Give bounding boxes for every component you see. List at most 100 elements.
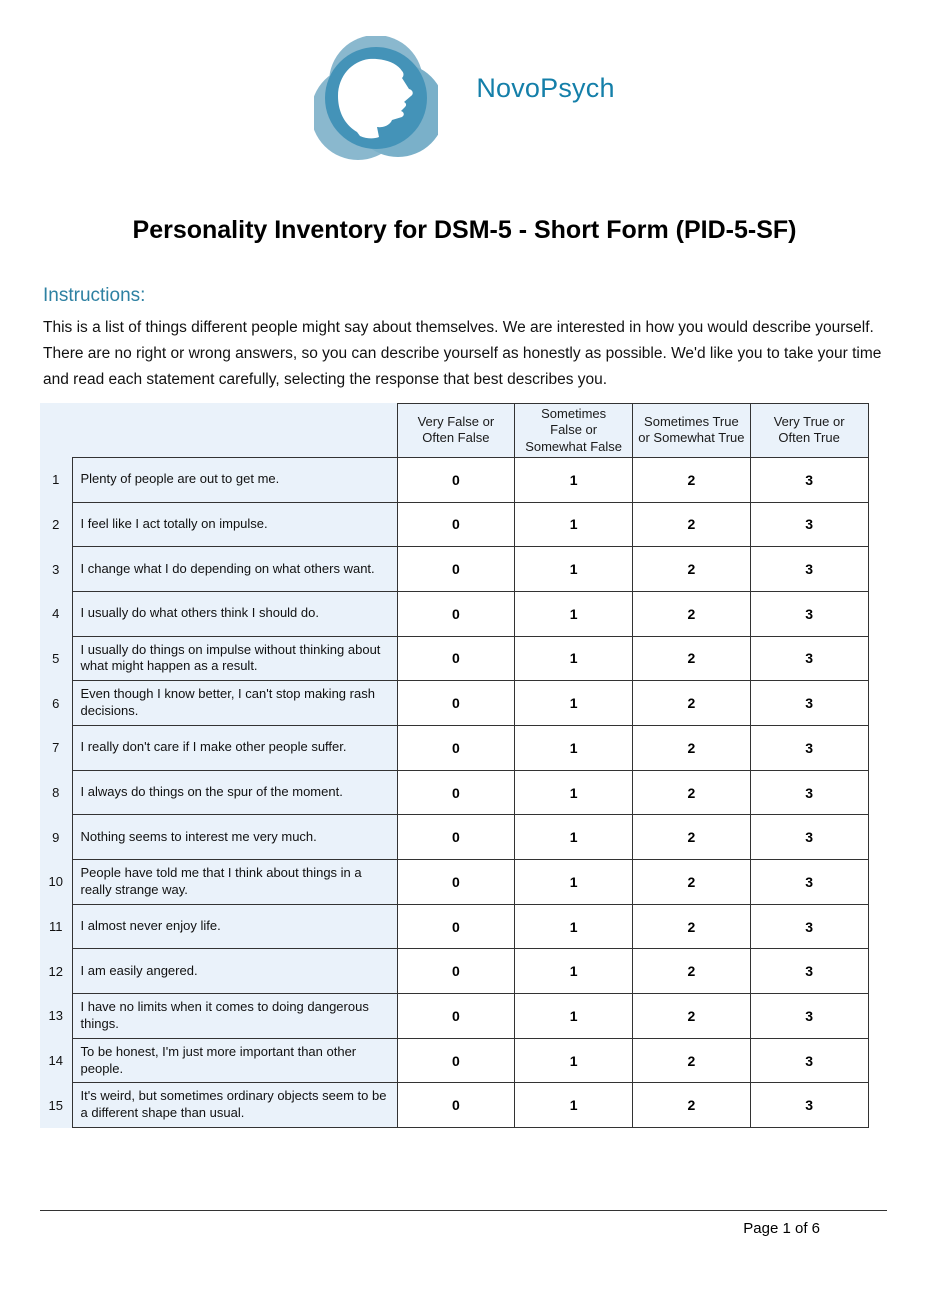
answer-cell-1[interactable]: 1: [514, 501, 633, 548]
question-text: I change what I do depending on what oth…: [71, 546, 398, 592]
question-number: 14: [48, 1053, 63, 1069]
answer-cell-2[interactable]: 2: [632, 948, 751, 995]
table-row: 2 I feel like I act totally on impulse. …: [40, 501, 869, 548]
column-header-sometimes-false: Sometimes False or Somewhat False: [514, 403, 633, 458]
answer-cell-3[interactable]: 3: [749, 993, 869, 1039]
question-number: 11: [49, 919, 63, 935]
table-row: 3 I change what I do depending on what o…: [40, 546, 869, 592]
answer-cell-2[interactable]: 2: [632, 546, 751, 592]
answer-cell-1[interactable]: 1: [514, 814, 633, 861]
answer-cell-1[interactable]: 1: [514, 680, 633, 726]
question-text: People have told me that I think about t…: [71, 859, 398, 905]
answer-cell-0[interactable]: 0: [396, 456, 516, 503]
answer-cell-3[interactable]: 3: [749, 680, 869, 726]
answer-cell-1[interactable]: 1: [514, 769, 633, 816]
answer-cell-1[interactable]: 1: [514, 993, 633, 1039]
answer-cell-2[interactable]: 2: [632, 590, 751, 637]
answer-cell-2[interactable]: 2: [632, 635, 751, 682]
question-number: 7: [52, 740, 60, 756]
answer-cell-1[interactable]: 1: [514, 724, 633, 771]
answer-cell-0[interactable]: 0: [396, 635, 516, 682]
answer-cell-3[interactable]: 3: [749, 724, 869, 771]
question-text: To be honest, I'm just more important th…: [71, 1037, 398, 1084]
question-number: 13: [48, 1008, 63, 1024]
answer-cell-0[interactable]: 0: [396, 903, 516, 950]
novopsych-logo-icon: [314, 36, 439, 160]
answer-cell-0[interactable]: 0: [396, 501, 516, 548]
answer-cell-0[interactable]: 0: [396, 993, 516, 1039]
answer-cell-2[interactable]: 2: [632, 859, 751, 905]
answer-cell-0[interactable]: 0: [396, 814, 516, 861]
question-number: 1: [52, 472, 60, 488]
answer-cell-1[interactable]: 1: [514, 546, 633, 592]
question-text: I almost never enjoy life.: [71, 903, 398, 950]
answer-cell-0[interactable]: 0: [396, 680, 516, 726]
question-number: 4: [52, 606, 60, 622]
answer-cell-2[interactable]: 2: [632, 501, 751, 548]
answer-cell-3[interactable]: 3: [749, 1037, 869, 1084]
answer-cell-1[interactable]: 1: [514, 590, 633, 637]
answer-cell-3[interactable]: 3: [749, 1082, 869, 1129]
answer-cell-2[interactable]: 2: [632, 724, 751, 771]
column-header-very-false: Very False or Often False: [396, 403, 516, 458]
question-text: I usually do what others think I should …: [71, 590, 398, 637]
question-number: 5: [52, 650, 60, 666]
answer-cell-2[interactable]: 2: [632, 680, 751, 726]
answer-cell-3[interactable]: 3: [749, 859, 869, 905]
answer-cell-0[interactable]: 0: [396, 769, 516, 816]
answer-cell-3[interactable]: 3: [749, 903, 869, 950]
table-row: 14 To be honest, I'm just more important…: [40, 1037, 869, 1084]
answer-cell-2[interactable]: 2: [632, 1082, 751, 1129]
table-row: 5 I usually do things on impulse without…: [40, 635, 869, 682]
answer-cell-1[interactable]: 1: [514, 948, 633, 995]
table-row: 11 I almost never enjoy life. 0 1 2 3: [40, 903, 869, 950]
answer-cell-0[interactable]: 0: [396, 546, 516, 592]
question-number: 8: [52, 785, 60, 800]
footer-divider: [40, 1210, 887, 1212]
answer-cell-1[interactable]: 1: [514, 1082, 633, 1129]
question-number: 9: [52, 829, 60, 845]
answer-cell-1[interactable]: 1: [514, 903, 633, 950]
table-row: 7 I really don't care if I make other pe…: [40, 724, 869, 771]
answer-cell-3[interactable]: 3: [749, 546, 869, 592]
question-text: I am easily angered.: [71, 948, 398, 995]
table-row: 8 I always do things on the spur of the …: [40, 769, 869, 816]
answer-cell-3[interactable]: 3: [749, 456, 869, 503]
answer-cell-1[interactable]: 1: [514, 859, 633, 905]
answer-cell-3[interactable]: 3: [749, 814, 869, 861]
question-text: I always do things on the spur of the mo…: [71, 769, 398, 816]
answer-cell-2[interactable]: 2: [632, 993, 751, 1039]
header-brand: NovoPsych: [0, 0, 929, 160]
question-number: 6: [52, 695, 60, 711]
question-text: Even though I know better, I can't stop …: [71, 680, 398, 726]
answer-cell-2[interactable]: 2: [632, 456, 751, 503]
answer-cell-0[interactable]: 0: [396, 590, 516, 637]
instructions-heading: Instructions:: [43, 285, 146, 306]
answer-cell-0[interactable]: 0: [396, 859, 516, 905]
answer-cell-3[interactable]: 3: [749, 501, 869, 548]
question-number: 10: [48, 874, 63, 890]
answer-cell-1[interactable]: 1: [514, 635, 633, 682]
answer-cell-2[interactable]: 2: [632, 814, 751, 861]
instructions-text: This is a list of things different peopl…: [43, 319, 882, 389]
answer-cell-3[interactable]: 3: [749, 948, 869, 995]
table-row: 12 I am easily angered. 0 1 2 3: [40, 948, 869, 995]
answer-cell-0[interactable]: 0: [396, 724, 516, 771]
answer-cell-2[interactable]: 2: [632, 903, 751, 950]
head-silhouette-icon: [338, 58, 414, 139]
question-text: Plenty of people are out to get me.: [71, 456, 398, 503]
table-row: 9 Nothing seems to interest me very much…: [40, 814, 869, 861]
answer-cell-3[interactable]: 3: [749, 590, 869, 637]
answer-cell-2[interactable]: 2: [632, 1037, 751, 1084]
answer-cell-1[interactable]: 1: [514, 1037, 633, 1084]
column-header-sometimes-true: Sometimes True or Somewhat True: [632, 403, 751, 458]
answer-cell-3[interactable]: 3: [749, 769, 869, 816]
answer-cell-0[interactable]: 0: [396, 948, 516, 995]
answer-cell-3[interactable]: 3: [749, 635, 869, 682]
answer-cell-1[interactable]: 1: [514, 456, 633, 503]
answer-cell-0[interactable]: 0: [396, 1082, 516, 1129]
answer-cell-2[interactable]: 2: [632, 769, 751, 816]
question-number: 2: [52, 516, 60, 532]
answer-cell-0[interactable]: 0: [396, 1037, 516, 1084]
